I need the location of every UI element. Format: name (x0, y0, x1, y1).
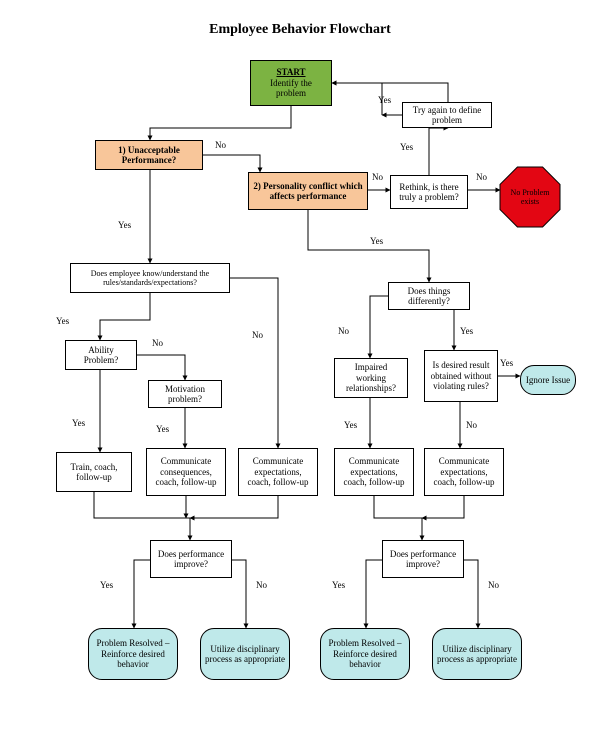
node-text: Is desired result obtained without viola… (429, 360, 493, 391)
node-train: Train, coach, follow-up (56, 452, 132, 492)
flowchart-stage: Employee Behavior Flowchart STARTIdentif… (0, 0, 600, 730)
node-commexpL: Communicate expectations, coach, follow-… (238, 448, 318, 496)
edge-label: No (152, 338, 163, 348)
node-ability: Ability Problem? (65, 340, 137, 370)
node-improveR: Does performance improve? (382, 540, 464, 578)
node-q1: 1) Unacceptable Performance? (95, 140, 203, 170)
edge-label: Yes (500, 358, 513, 368)
node-commcons: Communicate consequences, coach, follow-… (146, 448, 226, 496)
edge-label: Yes (378, 95, 391, 105)
node-text: Problem Resolved – Reinforce desired beh… (325, 638, 405, 669)
node-rethink: Rethink, is there truly a problem? (390, 175, 468, 209)
edge-label: Yes (156, 424, 169, 434)
node-motiv: Motivation problem? (148, 380, 222, 408)
node-text: Communicate expectations, coach, follow-… (339, 456, 409, 487)
node-text: Ignore Issue (525, 375, 571, 385)
node-text: STARTIdentify the problem (255, 67, 327, 98)
edge-label: No (466, 420, 477, 430)
edge-label: No (372, 172, 383, 182)
node-text: Train, coach, follow-up (61, 462, 127, 483)
node-discipL: Utilize disciplinary process as appropri… (200, 628, 290, 680)
node-resolvedL: Problem Resolved – Reinforce desired beh… (88, 628, 178, 680)
edge-label: Yes (400, 142, 413, 152)
node-desired: Is desired result obtained without viola… (424, 350, 498, 402)
edge-label: No (252, 330, 263, 340)
edge-label: Yes (72, 418, 85, 428)
node-text: Ability Problem? (70, 345, 132, 366)
edge-label: No (215, 140, 226, 150)
node-text: 2) Personality conflict which affects pe… (253, 181, 363, 202)
edge-label: No (488, 580, 499, 590)
node-text: Problem Resolved – Reinforce desired beh… (93, 638, 173, 669)
node-improveL: Does performance improve? (150, 540, 232, 578)
node-start: STARTIdentify the problem (250, 60, 332, 106)
node-text: Communicate expectations, coach, follow-… (429, 456, 499, 487)
edge-label: Yes (56, 316, 69, 326)
node-text: 1) Unacceptable Performance? (100, 145, 198, 166)
node-know: Does employee know/understand the rules/… (70, 263, 230, 293)
edge-label: Yes (118, 220, 131, 230)
node-tryagain: Try again to define problem (402, 102, 492, 128)
node-text: No Problem exists (504, 188, 556, 206)
node-text: Does things differently? (393, 286, 465, 307)
node-discipR: Utilize disciplinary process as appropri… (432, 628, 522, 680)
node-text: Communicate consequences, coach, follow-… (151, 456, 221, 487)
edge-label: No (256, 580, 267, 590)
node-text: Communicate expectations, coach, follow-… (243, 456, 313, 487)
node-noProblem: No Problem exists (500, 167, 560, 227)
edge-label: No (476, 172, 487, 182)
node-commexpR2: Communicate expectations, coach, follow-… (424, 448, 504, 496)
edge-label: Yes (332, 580, 345, 590)
node-impaired: Impaired working relationships? (334, 358, 408, 398)
edge-label: Yes (100, 580, 113, 590)
node-resolvedR: Problem Resolved – Reinforce desired beh… (320, 628, 410, 680)
node-text: Utilize disciplinary process as appropri… (205, 644, 285, 665)
node-text: Try again to define problem (407, 105, 487, 126)
edge-label: Yes (344, 420, 357, 430)
node-text: Motivation problem? (153, 384, 217, 405)
node-q2: 2) Personality conflict which affects pe… (248, 172, 368, 210)
node-text: Does employee know/understand the rules/… (75, 269, 225, 287)
edge-label: Yes (370, 236, 383, 246)
node-text: Impaired working relationships? (339, 362, 403, 393)
node-text: Does performance improve? (387, 549, 459, 570)
page-title: Employee Behavior Flowchart (0, 22, 600, 38)
node-ignore: Ignore Issue (520, 365, 576, 395)
node-text: Rethink, is there truly a problem? (395, 182, 463, 203)
node-text: Does performance improve? (155, 549, 227, 570)
node-text: Utilize disciplinary process as appropri… (437, 644, 517, 665)
edge-label: Yes (460, 326, 473, 336)
edge-label: No (338, 326, 349, 336)
node-diffthings: Does things differently? (388, 282, 470, 310)
node-commexpR1: Communicate expectations, coach, follow-… (334, 448, 414, 496)
